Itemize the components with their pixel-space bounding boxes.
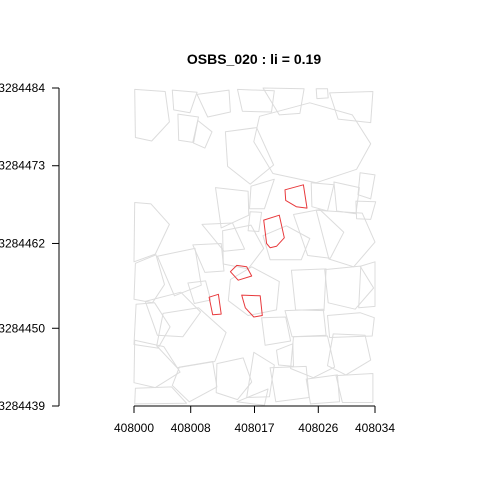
crown-13 (247, 211, 263, 232)
crown-22 (201, 222, 246, 252)
crown-47 (305, 374, 341, 405)
y-tick-label: 3284462 (0, 236, 45, 250)
crown-1 (171, 89, 198, 114)
crown-4 (193, 120, 213, 149)
crown-20 (156, 247, 202, 297)
crown-23 (222, 224, 265, 270)
crown-7 (315, 88, 329, 100)
crown-29 (358, 261, 376, 309)
highlighted-crowns (208, 184, 308, 318)
crown-12 (215, 187, 250, 229)
crown-10 (224, 127, 275, 185)
crown-41 (171, 361, 218, 403)
x-tick-label: 408034 (355, 421, 395, 435)
crown-42 (215, 357, 253, 401)
y-tick-label: 3284450 (0, 321, 45, 335)
crown-6 (262, 87, 305, 116)
crown-37 (261, 316, 292, 346)
x-axis: 408000 408008 408017 408026 408034 (114, 405, 395, 435)
crown-11 (249, 178, 275, 210)
crown-0 (134, 88, 170, 142)
crown-2 (196, 89, 231, 118)
y-tick-label: 3284484 (0, 81, 45, 95)
crown-5 (237, 88, 275, 113)
x-tick-label: 408017 (234, 421, 274, 435)
crown-36 (327, 312, 375, 338)
crown-48 (327, 333, 372, 376)
x-tick-label: 408008 (171, 421, 211, 435)
crown-33 (156, 307, 227, 369)
highlighted-crown-3 (241, 294, 263, 318)
crown-39 (133, 339, 181, 389)
y-tick-label: 3284439 (0, 399, 45, 413)
crown-16 (357, 172, 376, 200)
highlighted-crown-0 (284, 184, 308, 209)
crown-43 (246, 351, 275, 398)
x-tick-label: 408026 (298, 421, 338, 435)
crown-40 (134, 386, 187, 405)
chart-title: OSBS_020 : li = 0.19 (187, 51, 321, 67)
crown-30 (133, 302, 171, 349)
crown-49 (335, 373, 374, 403)
y-axis: 3284439 3284450 3284462 3284473 3284484 (0, 81, 60, 413)
y-tick-label: 3284473 (0, 159, 45, 173)
crown-19 (133, 254, 165, 304)
crown-3 (177, 113, 199, 143)
crown-26 (315, 209, 376, 268)
highlighted-crown-1 (263, 214, 285, 249)
crown-9 (253, 102, 372, 184)
crown-18 (133, 202, 170, 263)
highlighted-crown-4 (208, 293, 222, 316)
x-tick-label: 408000 (114, 421, 154, 435)
crown-27 (324, 265, 375, 310)
crown-15 (333, 181, 360, 215)
crown-44 (236, 388, 269, 406)
crown-31 (144, 291, 202, 338)
crown-25 (293, 209, 345, 259)
crown-46 (290, 335, 336, 379)
background-crowns (133, 87, 377, 406)
crown-21 (192, 243, 225, 273)
crown-35 (284, 308, 327, 338)
crown-28 (290, 268, 327, 312)
crown-32 (187, 280, 212, 304)
crown-34 (227, 266, 280, 316)
highlighted-crown-2 (229, 264, 253, 281)
